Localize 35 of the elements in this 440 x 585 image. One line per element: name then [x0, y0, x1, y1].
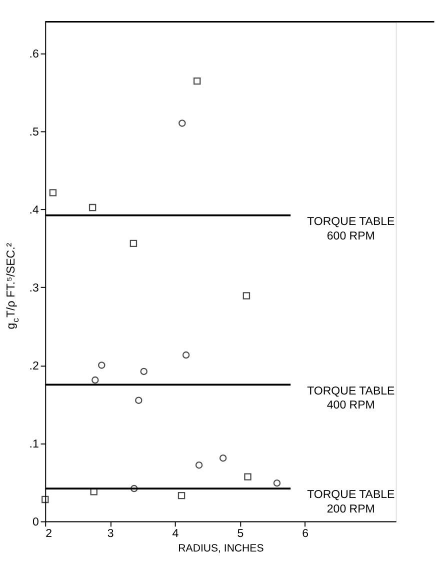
x-tick-label: 3 — [107, 528, 114, 540]
point — [193, 77, 201, 85]
point — [135, 396, 142, 404]
point — [178, 492, 186, 500]
point — [244, 473, 252, 480]
y-tick-label: .6 — [29, 48, 39, 60]
x-tick-label: 2 — [46, 528, 52, 540]
point — [130, 484, 138, 492]
point — [49, 189, 57, 196]
y-tick-label: 0 — [32, 516, 39, 529]
point — [92, 376, 99, 384]
x-tick-label: 6 — [302, 528, 309, 540]
point — [273, 479, 281, 487]
point — [195, 462, 203, 469]
ref-line-label: TORQUE TABLE 600 RPM — [307, 216, 396, 242]
x-axis-title: RADIUS, INCHES — [178, 542, 264, 555]
y-tick-label: .5 — [29, 126, 39, 138]
point — [98, 362, 106, 369]
point — [130, 240, 138, 248]
point — [178, 120, 186, 127]
ref-line-label: TORQUE TABLE 400 RPM — [307, 385, 396, 412]
point — [182, 351, 190, 359]
point — [42, 496, 49, 504]
x-tick-label: 5 — [237, 528, 244, 540]
point — [88, 204, 96, 212]
point — [140, 368, 148, 376]
y-tick-label: .1 — [29, 438, 39, 451]
y-tick-label: .2 — [29, 360, 39, 373]
x-tick-label: 4 — [172, 528, 180, 540]
y-tick-label: .3 — [29, 282, 39, 294]
point — [242, 292, 250, 300]
y-axis-title: gcT/ρ FT.⁵/SEC.² — [5, 242, 20, 330]
point — [219, 454, 227, 462]
y-tick-label: .4 — [29, 204, 40, 216]
ref-line-label: TORQUE TABLE 200 RPM — [307, 489, 396, 516]
